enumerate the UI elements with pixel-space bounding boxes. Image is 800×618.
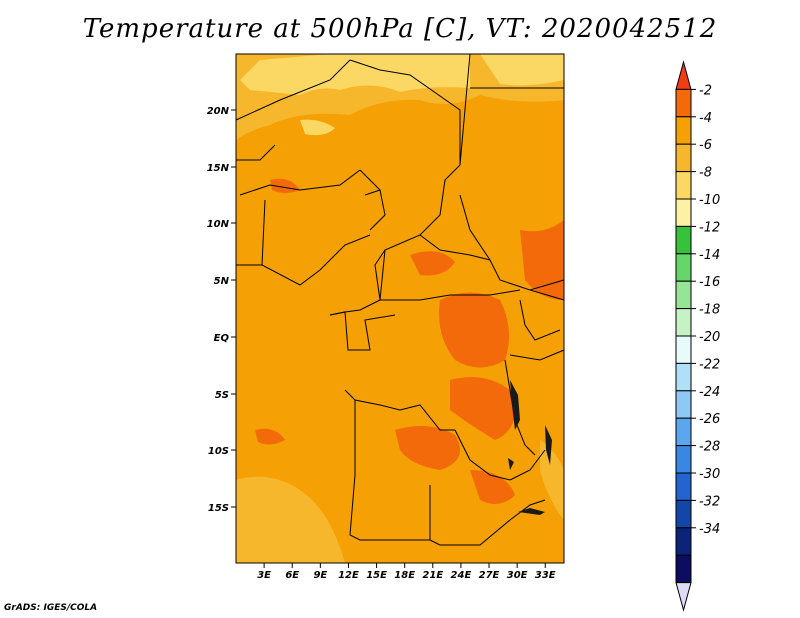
colorbar-swatch [675, 198, 692, 227]
colorbar-swatch [675, 390, 692, 419]
colorbar-swatch [675, 362, 692, 392]
ocean-light-region [236, 476, 345, 563]
colorbar-swatch [675, 472, 692, 501]
hot-region-east [520, 220, 564, 300]
colorbar-label: -18 [699, 303, 720, 318]
lon-tick-label: 9E [313, 570, 327, 581]
colorbar-label: -24 [699, 385, 720, 400]
east-light-region [540, 440, 564, 520]
colorbar-swatch [675, 225, 692, 255]
colorbar-label: -14 [699, 248, 720, 263]
colorbar-label: -2 [699, 83, 712, 98]
colorbar-swatch [675, 527, 692, 556]
lon-tick-label: 27E [479, 570, 500, 581]
colorbar-label: -6 [699, 138, 712, 153]
colorbar-label: -32 [699, 494, 720, 509]
colorbar-swatch [675, 417, 692, 447]
map-frame [235, 53, 565, 564]
lon-tick-label: 15E [366, 570, 387, 581]
hot-region-nw [270, 178, 300, 193]
hot-region-zambia [470, 470, 515, 504]
colorbar-label: -20 [699, 330, 720, 345]
colorbar-label: -8 [699, 166, 712, 181]
map-plot-area [235, 53, 565, 564]
hot-region-central [450, 377, 516, 440]
lat-tick-label: 10N [207, 219, 230, 230]
colorbar-swatch [675, 335, 692, 364]
lat-tick-label: 15N [207, 163, 230, 174]
lon-tick-label: 33E [535, 570, 556, 581]
colorbar-bottom-arrow [675, 582, 692, 612]
colorbar-label: -28 [699, 440, 720, 455]
colorbar-swatch [675, 88, 692, 118]
colorbar-label: -34 [699, 522, 720, 537]
colorbar-swatch [675, 253, 692, 282]
lon-tick-label: 21E [422, 570, 443, 581]
lat-tick-label: 5N [214, 276, 230, 287]
colorbar-label: -12 [699, 220, 720, 235]
colorbar-swatch [675, 143, 692, 173]
colorbar-top-arrow [675, 60, 692, 90]
colorbar-swatch [675, 499, 692, 529]
colorbar-swatch [675, 308, 692, 337]
pale-region-2 [300, 119, 335, 136]
lon-tick-label: 18E [394, 570, 415, 581]
hot-region-congo [439, 292, 509, 368]
lat-tick-label: 15S [208, 503, 229, 514]
colorbar-label: -4 [699, 111, 712, 126]
longitude-axis: 3E 6E 9E 12E 15E 18E 21E 24E 27E 30E 33E [257, 563, 556, 581]
colorbar-swatch [675, 445, 692, 474]
lon-tick-label: 3E [257, 570, 271, 581]
colorbar-label: -26 [699, 412, 720, 427]
colorbar-swatch [675, 116, 692, 145]
lat-tick-label: EQ [214, 333, 230, 344]
lat-tick-label: 20N [207, 106, 230, 117]
hot-region-north [410, 251, 455, 276]
colorbar-swatch [675, 280, 692, 310]
pale-region-3 [480, 54, 564, 86]
hot-region-sw [255, 428, 285, 445]
pale-region [240, 54, 470, 95]
map-title: Temperature at 500hPa [C], VT: 202004251… [82, 14, 718, 44]
colorbar-label: -10 [699, 193, 720, 208]
colorbar-label: -30 [699, 467, 720, 482]
latitude-axis: 20N 15N 10N 5N EQ 5S 10S 15S [207, 106, 236, 514]
lat-tick-label: 10S [208, 446, 229, 457]
colorbar-swatch [675, 554, 692, 584]
lon-tick-label: 30E [507, 570, 528, 581]
lon-tick-label: 24E [451, 570, 472, 581]
lon-tick-label: 12E [338, 570, 359, 581]
lat-tick-label: 5S [215, 390, 229, 401]
grads-credit: GrADS: IGES/COLA [4, 603, 98, 613]
hot-region-south [395, 426, 460, 470]
colorbar: -2 -4 -6 -8 -10 -12 -14 -16 -18 -20 -22 -24 -26 -28 -3… [675, 60, 720, 612]
colorbar-swatch [675, 171, 692, 200]
lon-tick-label: 6E [285, 570, 299, 581]
colorbar-label: -16 [699, 275, 720, 290]
colorbar-label: -22 [699, 357, 720, 372]
base-fill [236, 54, 564, 563]
lakes [508, 380, 552, 515]
